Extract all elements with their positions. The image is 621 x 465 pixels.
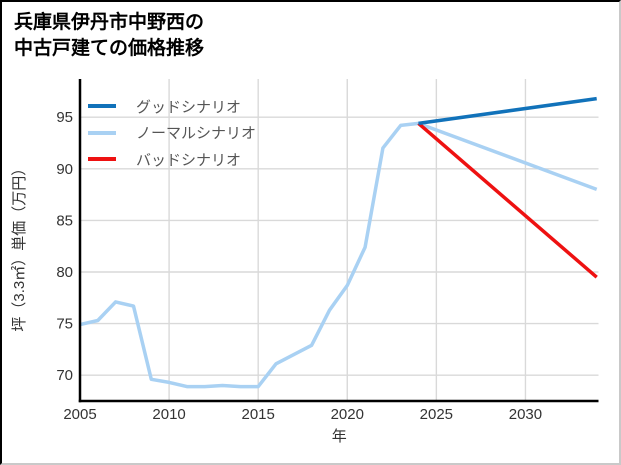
chart-title-line2: 中古戸建ての価格推移 <box>14 38 205 59</box>
x-tick-label: 2005 <box>63 406 96 423</box>
legend-label: バッドシナリオ <box>136 151 242 169</box>
y-tick-label: 85 <box>56 212 73 229</box>
legend-label: ノーマルシナリオ <box>136 125 257 143</box>
x-tick-label: 2020 <box>331 406 364 423</box>
legend-swatch-icon <box>88 130 116 135</box>
x-axis-label: 年 <box>332 428 347 445</box>
chart-title-line1: 兵庫県伊丹市中野西の <box>14 12 205 33</box>
chart-title: 兵庫県伊丹市中野西の 中古戸建ての価格推移 <box>14 10 204 62</box>
y-tick-label: 70 <box>56 367 73 384</box>
legend-item: グッドシナリオ <box>88 93 256 120</box>
x-tick-label: 2010 <box>152 406 185 423</box>
legend-swatch-icon <box>88 157 116 162</box>
x-tick-label: 2015 <box>241 406 274 423</box>
y-axis-label: 坪（3.3㎡）単価（万円） <box>11 161 28 332</box>
y-tick-label: 95 <box>56 109 73 126</box>
series-line-normal <box>79 121 598 389</box>
legend-label: グッドシナリオ <box>136 98 242 116</box>
y-tick-label: 75 <box>56 316 73 333</box>
x-tick-label: 2025 <box>420 406 453 423</box>
series-line-bad <box>417 122 598 279</box>
legend-item: ノーマルシナリオ <box>88 120 256 147</box>
legend: グッドシナリオ ノーマルシナリオ バッドシナリオ <box>88 93 256 173</box>
y-tick-label: 80 <box>56 264 73 281</box>
series-line-good <box>418 96 597 126</box>
x-tick-label: 2030 <box>509 406 542 423</box>
y-tick-label: 90 <box>56 161 73 178</box>
legend-swatch-icon <box>88 104 116 109</box>
legend-item: バッドシナリオ <box>88 146 256 173</box>
